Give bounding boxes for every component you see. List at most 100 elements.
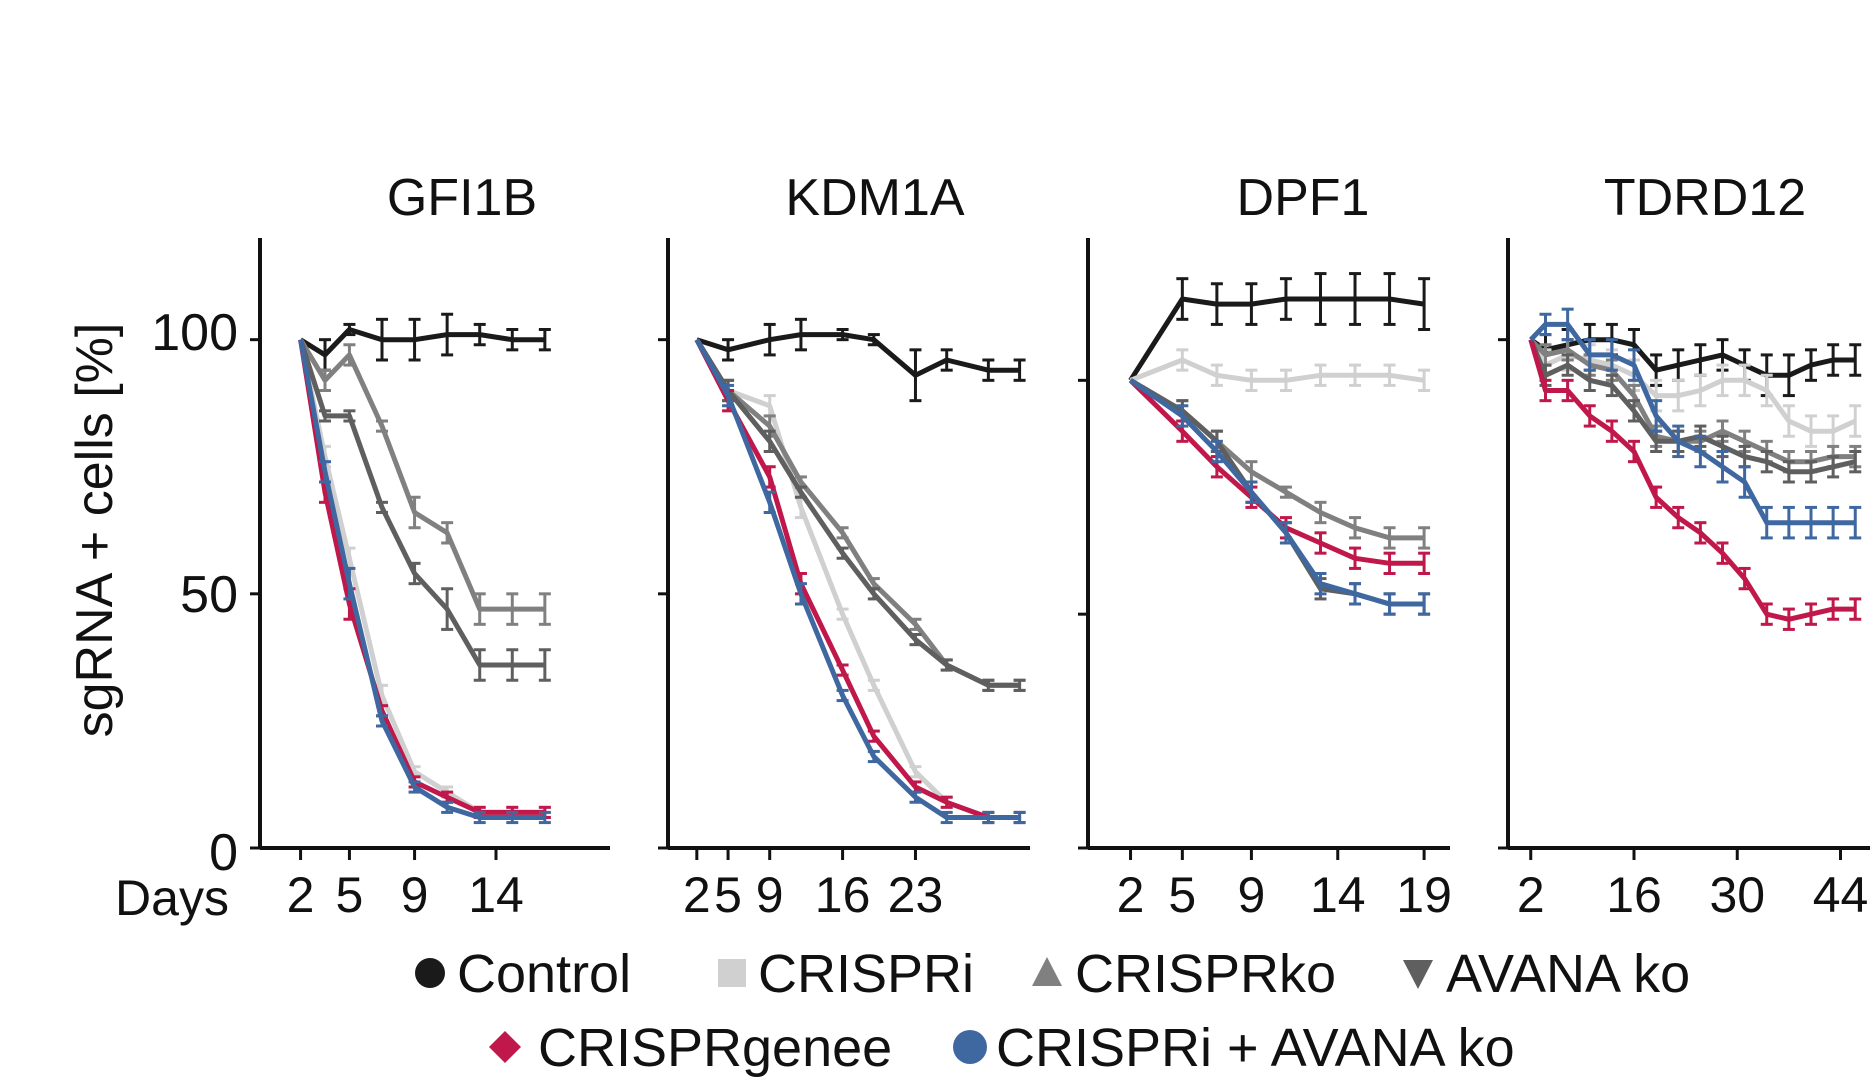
panel-title-tdrd12: TDRD12: [1604, 169, 1806, 227]
error-bar-dpf1-crispri-4: [1279, 368, 1292, 392]
error-bar-kdm1a-crisprgenee-7: [940, 795, 953, 809]
error-bar-tdrd12-crisprgenee-9: [1716, 541, 1729, 565]
y-tick-label-0: 0: [209, 824, 238, 882]
error-bar-tdrd12-avana-ko-5: [1628, 399, 1640, 423]
error-bar-tdrd12-crisprgenee-2: [1561, 378, 1574, 403]
error-bar-kdm1a-crispri-avana-ko-3: [794, 582, 807, 606]
error-bar-kdm1a-control-6: [909, 348, 922, 403]
y-tick-label-50: 50: [180, 566, 238, 624]
error-bar-kdm1a-avana-ko-4: [836, 546, 849, 560]
error-bar-gfi1b-control-5: [441, 312, 454, 357]
error-bar-dpf1-crisprko-4: [1279, 485, 1292, 499]
error-bar-dpf1-control-8: [1418, 277, 1431, 331]
error-bar-tdrd12-crispri-avana-ko-12: [1782, 505, 1795, 540]
x-tick-label-tdrd12-16: 16: [1606, 867, 1662, 923]
error-bar-kdm1a-crispri-avana-ko-7: [940, 810, 953, 825]
error-bar-tdrd12-crispri-8: [1694, 373, 1707, 408]
error-bar-dpf1-control-3: [1245, 282, 1258, 326]
legend-label-control: Control: [457, 944, 631, 1004]
error-bar-kdm1a-crispri-avana-ko-5: [867, 749, 880, 764]
error-bar-dpf1-crispri-avana-ko-3: [1245, 480, 1258, 504]
x-tick-label-kdm1a-23: 23: [888, 867, 944, 923]
error-bar-tdrd12-crispri-avana-ko-5: [1628, 348, 1640, 382]
x-tick-label-gfi1b-14: 14: [468, 867, 524, 923]
error-bar-dpf1-crispri-6: [1349, 363, 1362, 387]
series-line-tdrd12-avana-ko: [1528, 338, 1856, 475]
error-bar-tdrd12-crispri-7: [1672, 378, 1685, 413]
error-bar-tdrd12-crispri-12: [1782, 404, 1795, 438]
error-bar-gfi1b-crisprko-3: [376, 419, 388, 433]
error-bar-kdm1a-control-4: [836, 328, 849, 342]
error-bar-kdm1a-avana-ko-5: [867, 587, 880, 601]
series-line-kdm1a-crisprko: [694, 338, 1020, 688]
error-bar-tdrd12-crispri-avana-ko-13: [1805, 505, 1817, 540]
error-bar-kdm1a-crispri-avana-ko-4: [836, 688, 849, 703]
error-bar-gfi1b-crisprko-6: [473, 592, 486, 626]
series-kdm1a-crispri-avana-ko: [694, 338, 1026, 825]
error-bar-tdrd12-avana-ko-11: [1760, 450, 1773, 474]
series-dpf1-control: [1128, 272, 1431, 382]
error-bar-kdm1a-avana-ko-6: [909, 633, 922, 647]
error-bar-kdm1a-crisprgenee-5: [867, 729, 880, 743]
x-tick-label-tdrd12-30: 30: [1709, 867, 1765, 923]
error-bar-gfi1b-crisprko-1: [319, 368, 331, 392]
error-bar-dpf1-crispri-avana-ko-2: [1210, 439, 1223, 464]
error-bar-gfi1b-crispri-avana-ko-7: [506, 810, 519, 825]
error-bar-gfi1b-crispri-avana-ko-5: [441, 800, 454, 814]
legend-marker-crispri-avana-ko: [953, 1030, 987, 1064]
error-bar-dpf1-control-6: [1349, 272, 1362, 326]
error-bar-tdrd12-control-12: [1782, 353, 1795, 398]
error-bar-gfi1b-control-6: [473, 322, 486, 347]
series-line-tdrd12-crispri-avana-ko: [1528, 321, 1856, 526]
error-bar-gfi1b-control-2: [343, 322, 356, 337]
y-tick-label-100: 100: [151, 304, 238, 362]
legend-item-crisprko: CRISPRko: [1032, 944, 1336, 1004]
error-bar-kdm1a-avana-ko-3: [794, 485, 807, 499]
error-bar-tdrd12-avana-ko-4: [1605, 373, 1618, 398]
series-line-kdm1a-avana-ko: [694, 338, 1020, 688]
error-bar-dpf1-crisprko-6: [1349, 516, 1362, 540]
error-bar-gfi1b-avana-ko-8: [538, 648, 551, 682]
panel-tdrd12: TDRD12 2 16 30 44: [1498, 169, 1870, 923]
error-bar-tdrd12-crispri-9: [1716, 363, 1729, 398]
error-bar-dpf1-control-2: [1210, 282, 1223, 326]
legend-item-avana-ko: AVANA ko: [1403, 944, 1690, 1004]
legend: Control CRISPRi CRISPRko AVANA ko CRISPR…: [415, 944, 1690, 1078]
error-bar-gfi1b-crisprko-4: [408, 495, 421, 530]
error-bar-gfi1b-crisprko-7: [506, 592, 519, 626]
error-bar-tdrd12-avana-ko-2: [1561, 353, 1574, 377]
error-bar-gfi1b-avana-ko-1: [319, 409, 331, 423]
error-bar-tdrd12-crisprgenee-11: [1760, 602, 1773, 626]
y-axis-label: sgRNA + cells [%]: [66, 323, 124, 738]
error-bar-gfi1b-control-4: [408, 317, 421, 362]
series-line-kdm1a-crispri-avana-ko: [694, 338, 1020, 820]
error-bar-tdrd12-crispri-avana-ko-6: [1650, 399, 1663, 433]
error-bar-gfi1b-avana-ko-7: [506, 648, 519, 682]
series-line-dpf1-avana-ko: [1129, 378, 1425, 607]
error-bar-kdm1a-crispri-6: [909, 765, 922, 779]
error-bar-tdrd12-crisprgenee-4: [1605, 419, 1618, 443]
error-bar-tdrd12-crisprgenee-3: [1583, 404, 1596, 428]
x-tick-label-dpf1-9: 9: [1238, 867, 1266, 923]
legend-marker-avana-ko: [1403, 960, 1433, 989]
error-bar-gfi1b-crispri-avana-ko-8: [538, 810, 551, 825]
x-tick-label-tdrd12-44: 44: [1813, 867, 1869, 923]
error-bar-kdm1a-avana-ko-2: [763, 429, 776, 453]
error-bar-dpf1-crisprgenee-5: [1314, 531, 1327, 555]
error-bar-tdrd12-crispri-avana-ko-2: [1561, 307, 1574, 342]
error-bar-dpf1-control-1: [1176, 277, 1189, 321]
error-bar-kdm1a-crispri-avana-ko-9: [1013, 810, 1026, 825]
error-bar-tdrd12-crispri-avana-ko-1: [1539, 312, 1552, 337]
series-gfi1b-avana-ko: [298, 338, 551, 682]
error-bar-gfi1b-crispri-avana-ko-3: [376, 714, 388, 728]
error-bar-tdrd12-control-13: [1805, 348, 1817, 382]
error-bar-tdrd12-control-15: [1849, 343, 1862, 377]
error-bar-dpf1-crispri-avana-ko-6: [1349, 582, 1362, 606]
x-tick-label-dpf1-14: 14: [1310, 867, 1366, 923]
series-line-gfi1b-crispri-avana-ko: [298, 339, 545, 820]
error-bar-tdrd12-crispri-avana-ko-9: [1716, 450, 1729, 484]
panel-title-kdm1a: KDM1A: [785, 169, 964, 227]
error-bar-tdrd12-crispri-avana-ko-15: [1849, 505, 1862, 540]
